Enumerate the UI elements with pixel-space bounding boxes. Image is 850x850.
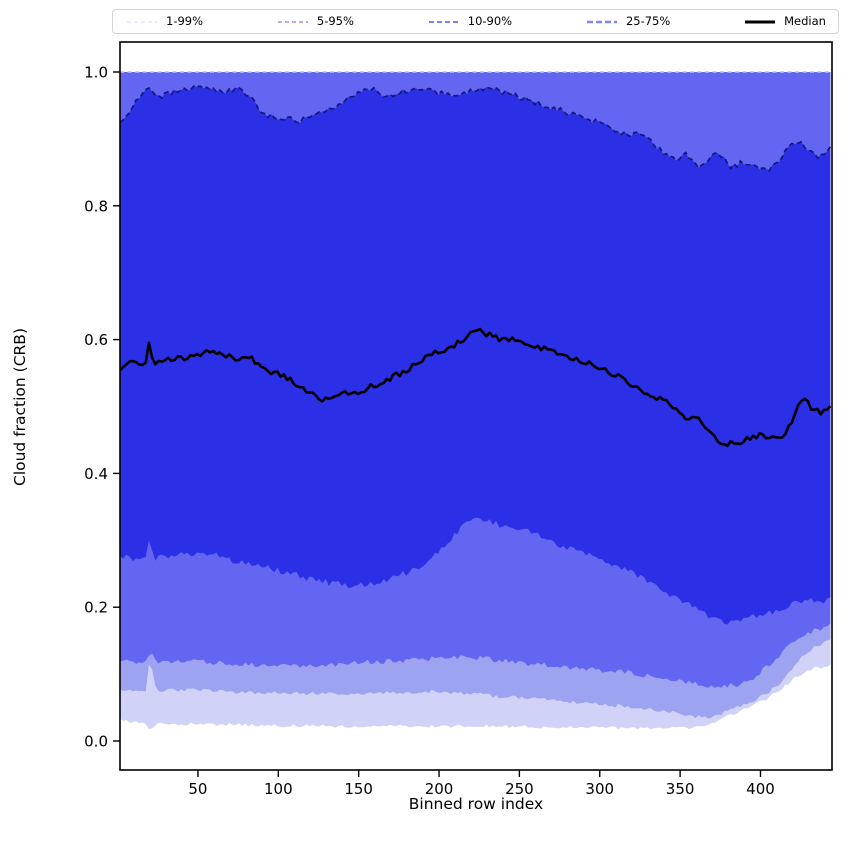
y-tick-label: 1.0 xyxy=(84,64,108,82)
y-axis-label: Cloud fraction (CRB) xyxy=(11,328,29,486)
legend-label: 1-99% xyxy=(166,13,204,28)
y-tick-label: 0.8 xyxy=(84,197,108,215)
x-tick-label: 350 xyxy=(666,780,695,798)
legend-label: 25-75% xyxy=(625,13,671,28)
legend-item-5-95: 5-95% xyxy=(276,13,354,28)
legend-sample-5-95-icon xyxy=(277,20,308,23)
y-tick-label: 0.0 xyxy=(84,733,108,751)
median-line xyxy=(120,327,832,448)
x-tick-label: 150 xyxy=(344,780,373,798)
legend-item-median: Median xyxy=(743,13,826,28)
y-tick-label: 0.4 xyxy=(84,465,108,483)
y-tick-label: 0.2 xyxy=(84,599,108,617)
legend-item-25-75: 25-75% xyxy=(585,13,671,28)
legend-item-10-90: 10-90% xyxy=(427,13,513,28)
p75-edge-line xyxy=(120,84,832,172)
x-axis-label: Binned row index xyxy=(408,795,544,813)
x-tick-label: 300 xyxy=(585,780,614,798)
x-tick-label: 200 xyxy=(425,780,454,798)
plot-series-group xyxy=(120,71,832,730)
legend-sample-1-99-icon xyxy=(127,20,157,23)
axes-spines xyxy=(119,41,833,771)
legend-sample-25-75-icon xyxy=(586,20,617,23)
legend-sample-10-90-icon xyxy=(428,20,459,23)
legend-sample-median-icon xyxy=(745,20,776,23)
band-25-75-fill xyxy=(120,85,831,625)
x-tick-label: 100 xyxy=(264,780,293,798)
y-tick-label: 0.6 xyxy=(84,331,108,349)
legend-item-1-99: 1-99% xyxy=(125,13,204,28)
x-tick-label: 250 xyxy=(505,780,534,798)
x-tick-label: 50 xyxy=(188,780,207,798)
legend-box: 1-99% 5-95% 10-90% 25-75% Median xyxy=(112,9,839,34)
legend-label: 5-95% xyxy=(316,13,354,28)
legend-label: Median xyxy=(784,13,826,28)
legend-label: 10-90% xyxy=(467,13,513,28)
x-tick-label: 400 xyxy=(746,780,775,798)
